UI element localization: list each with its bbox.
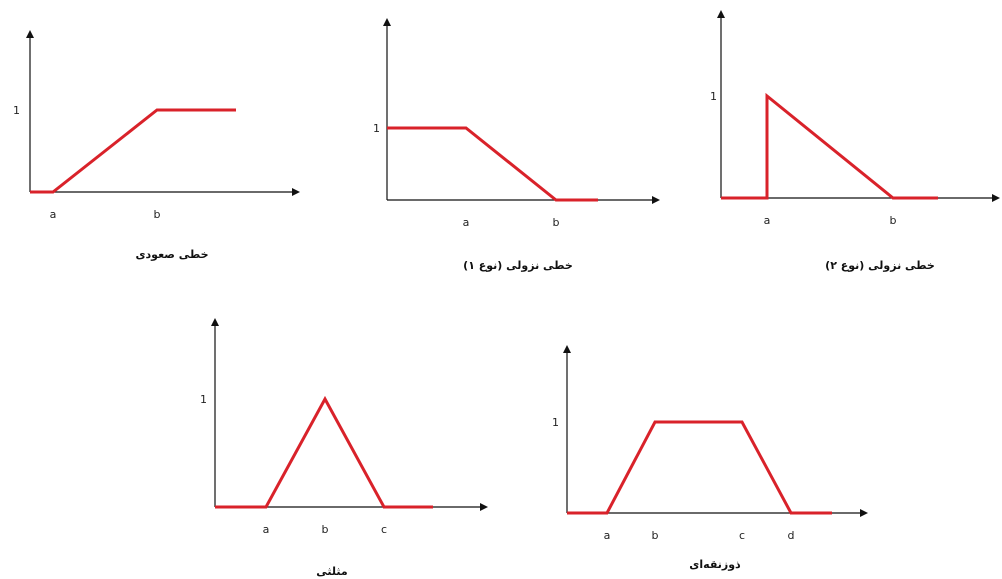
x-axis-arrow-icon (652, 196, 660, 204)
x-tick-label: a (604, 529, 611, 542)
panel-increasing: 1 a b خطی صعودی (13, 30, 300, 261)
panel-caption: خطی نزولی (نوع ۲) (825, 259, 935, 272)
panel-triangular: 1 a b c مثلثی (200, 318, 488, 578)
x-tick-label: c (739, 529, 745, 542)
membership-curve (567, 420, 832, 515)
x-tick-label: b (154, 208, 161, 221)
panel-caption: خطی نزولی (نوع ۱) (463, 259, 573, 272)
x-tick-label: b (652, 529, 659, 542)
panel-caption: ذوزنقه‌ای (689, 558, 741, 571)
y-tick-label: 1 (710, 90, 717, 103)
y-axis-arrow-icon (26, 30, 34, 38)
membership-curve (30, 108, 236, 194)
panel-decreasing-2: 1 a b خطی نزولی (نوع ۲) (710, 10, 1000, 272)
x-axis-arrow-icon (992, 194, 1000, 202)
x-tick-label: c (381, 523, 387, 536)
x-axis-arrow-icon (292, 188, 300, 196)
x-tick-label: a (764, 214, 771, 227)
y-axis-arrow-icon (383, 18, 391, 26)
y-tick-label: 1 (13, 104, 20, 117)
panel-caption: خطی صعودی (135, 248, 208, 261)
x-tick-label: b (553, 216, 560, 229)
y-axis-arrow-icon (563, 345, 571, 353)
panel-decreasing-1: 1 a b خطی نزولی (نوع ۱) (373, 18, 660, 272)
y-tick-label: 1 (200, 393, 207, 406)
membership-curve (215, 395, 433, 509)
membership-curve (387, 126, 598, 202)
panel-trapezoidal: 1 a b c d ذوزنقه‌ای (552, 345, 868, 571)
x-axis-arrow-icon (860, 509, 868, 517)
x-axis-arrow-icon (480, 503, 488, 511)
x-tick-label: d (788, 529, 795, 542)
panel-caption: مثلثی (316, 565, 347, 578)
membership-curve (721, 92, 938, 200)
x-tick-label: a (463, 216, 470, 229)
x-tick-label: b (890, 214, 897, 227)
x-tick-label: b (322, 523, 329, 536)
x-tick-label: a (50, 208, 57, 221)
x-tick-label: a (263, 523, 270, 536)
y-tick-label: 1 (373, 122, 380, 135)
y-axis-arrow-icon (717, 10, 725, 18)
y-axis-arrow-icon (211, 318, 219, 326)
y-tick-label: 1 (552, 416, 559, 429)
